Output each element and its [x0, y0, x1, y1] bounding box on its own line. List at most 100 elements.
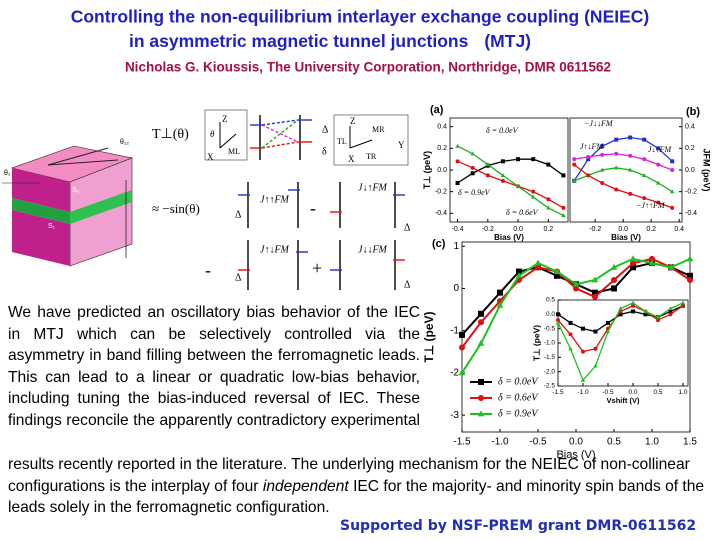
marker: [531, 157, 536, 162]
x-tick-label: 1.5: [683, 437, 697, 448]
marker: [593, 346, 598, 351]
delta: Δ: [235, 272, 242, 283]
marker: [670, 168, 675, 172]
marker: [546, 162, 551, 167]
x-tick-label: -1.5: [453, 437, 471, 448]
marker: [470, 151, 475, 156]
marker: [668, 312, 673, 317]
marker: [500, 178, 505, 183]
marker: [496, 301, 504, 308]
junction-label: θ₁₂: [120, 139, 129, 146]
y-tick-label: 0.2: [685, 145, 695, 152]
panel-label: (b): [686, 106, 700, 118]
delta: Δ: [235, 209, 242, 220]
j-term: J↓↑FM: [358, 182, 388, 193]
marker: [592, 289, 598, 296]
marker: [459, 344, 465, 351]
series-line: [574, 153, 673, 171]
y-tick-label: 0.4: [685, 124, 695, 131]
marker: [458, 369, 466, 376]
x-tick-label: -0.5: [602, 389, 614, 396]
moment-label: MR: [372, 125, 385, 134]
series-line: [573, 167, 673, 193]
marker: [478, 319, 484, 326]
paragraph-text: results recently reported in the literat…: [8, 456, 690, 495]
series-label: δ = 0.9eV: [458, 188, 491, 197]
marker: [531, 194, 536, 199]
x-tick-label: 0.0: [628, 389, 637, 396]
marker: [667, 263, 675, 270]
marker: [618, 306, 623, 311]
axis-label: Z: [350, 116, 356, 126]
marker: [516, 157, 521, 162]
y-tick-label: -0.2: [685, 189, 697, 196]
marker: [516, 268, 522, 275]
series-label: δ = 0.0eV: [486, 126, 519, 135]
marker: [593, 329, 598, 334]
marker: [580, 377, 586, 382]
marker: [642, 196, 647, 201]
marker: [515, 183, 521, 188]
moment-label: ML: [228, 147, 240, 156]
series-line: [457, 160, 564, 209]
x-tick-label: -0.2: [589, 226, 601, 233]
marker: [478, 310, 484, 317]
junction-label: θ₁: [4, 170, 11, 177]
marker: [628, 191, 633, 196]
x-tick-label: -0.4: [452, 226, 464, 233]
marker: [628, 153, 633, 158]
marker: [546, 205, 551, 210]
marker: [554, 272, 560, 279]
marker: [568, 332, 573, 337]
delta: δ: [322, 146, 327, 157]
marker: [631, 309, 635, 314]
marker: [668, 306, 673, 311]
x-tick-label: 0.0: [569, 437, 583, 448]
marker: [630, 260, 636, 267]
marker: [591, 276, 599, 283]
marker: [643, 309, 648, 314]
marker: [670, 189, 675, 194]
y-axis-label: T⊥ (peV): [531, 325, 541, 361]
delta: Δ: [404, 222, 411, 233]
marker: [656, 162, 661, 167]
marker: [500, 173, 506, 178]
author: Nicholas G. Kioussis, The University Cor…: [125, 60, 611, 75]
marker: [610, 263, 618, 270]
marker: [515, 272, 523, 279]
legend-label: δ = 0.0eV: [498, 376, 539, 387]
emphasis: independent: [262, 477, 349, 495]
marker: [581, 349, 585, 354]
marker: [477, 339, 485, 346]
series-line: [457, 158, 564, 184]
series-line: [457, 145, 564, 217]
marker: [642, 157, 647, 162]
title: in asymmetric magnetic tunnel junctions (…: [129, 31, 531, 51]
junction-label: S₁: [48, 223, 56, 230]
marker: [568, 320, 573, 325]
marker: [656, 146, 661, 151]
y-tick-label: -2: [450, 368, 459, 379]
marker: [686, 255, 694, 262]
y-axis-label: JFM (peV): [702, 148, 712, 191]
title-tag: (MTJ): [484, 31, 531, 51]
marker: [656, 318, 660, 323]
j-term: J↓↓FM: [358, 244, 388, 255]
x-tick-label: -1.0: [491, 437, 509, 448]
legend-marker: [478, 395, 484, 401]
x-tick-label: 0.0: [513, 226, 523, 233]
marker: [614, 187, 619, 192]
marker: [485, 162, 491, 167]
y-tick-label: -0.2: [435, 189, 447, 196]
marker: [600, 152, 605, 157]
marker: [643, 312, 648, 317]
series-line: [573, 164, 673, 209]
y-tick-label: -2.5: [544, 383, 556, 390]
marker: [556, 318, 560, 323]
marker: [614, 151, 619, 156]
panel-label: (a): [430, 104, 444, 116]
marker: [655, 314, 661, 319]
marker: [611, 277, 617, 283]
equation-lhs: T⊥(θ): [152, 127, 189, 142]
